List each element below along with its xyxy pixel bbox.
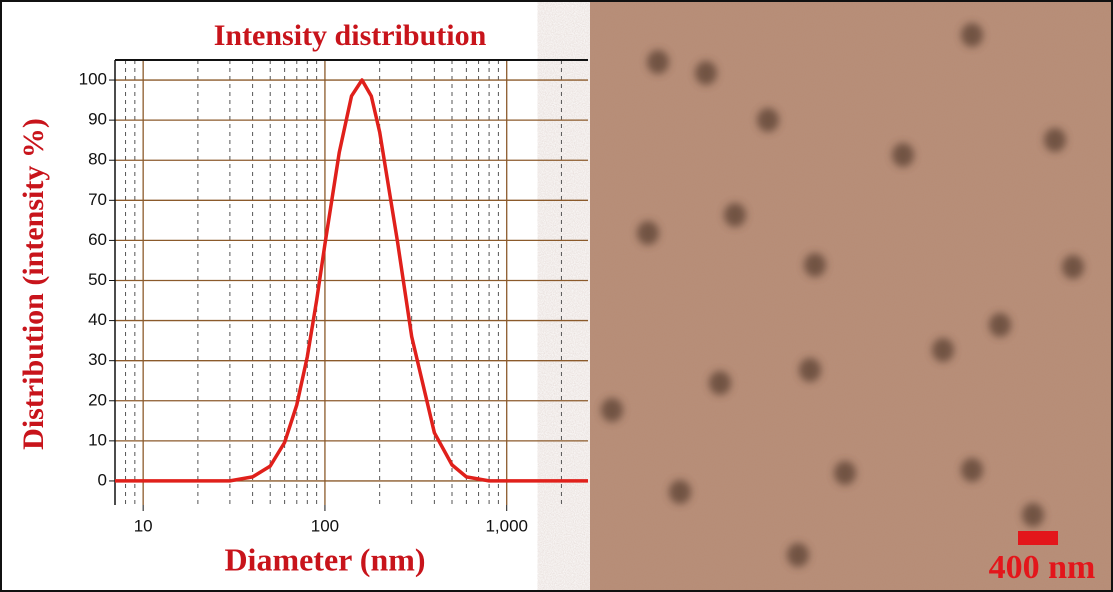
chart-title: Intensity distribution xyxy=(214,19,487,52)
particle xyxy=(787,543,809,567)
y-tick-label: 60 xyxy=(88,230,107,249)
micrograph xyxy=(590,0,1113,592)
x-axis-label: Diameter (nm) xyxy=(224,541,425,577)
y-axis-label: Distribution (intensity %) xyxy=(17,118,50,450)
y-tick-label: 40 xyxy=(88,310,107,329)
particle xyxy=(799,358,821,382)
y-tick-label: 10 xyxy=(88,430,107,449)
particle xyxy=(989,313,1011,337)
y-tick-label: 80 xyxy=(88,150,107,169)
particle xyxy=(695,61,717,85)
particle xyxy=(834,461,856,485)
y-tick-label: 20 xyxy=(88,390,107,409)
particle xyxy=(961,23,983,47)
particle xyxy=(932,338,954,362)
scale-bar xyxy=(1018,531,1058,545)
particle xyxy=(724,203,746,227)
particle xyxy=(709,371,731,395)
particle xyxy=(804,253,826,277)
x-tick-label: 100 xyxy=(311,516,339,535)
x-tick-label: 1,000 xyxy=(485,516,528,535)
particle xyxy=(961,458,983,482)
chart: 0 10 20 30 40 50 60 70 80 90 100 10 100 1,000 xyxy=(79,59,588,535)
particle xyxy=(601,398,623,422)
particle xyxy=(1062,255,1084,279)
particle xyxy=(669,480,691,504)
particle xyxy=(647,50,669,74)
y-tick-label: 50 xyxy=(88,270,107,289)
y-tick-label: 70 xyxy=(88,190,107,209)
particle xyxy=(1044,128,1066,152)
particle xyxy=(1022,503,1044,527)
y-tick-label: 30 xyxy=(88,350,107,369)
particle xyxy=(757,108,779,132)
y-tick-label: 100 xyxy=(79,70,107,89)
scale-bar-label: 400 nm xyxy=(989,549,1096,586)
y-tick-label: 0 xyxy=(98,470,107,489)
distribution-line xyxy=(115,78,588,483)
x-tick-label: 10 xyxy=(134,516,153,535)
y-tick-label: 90 xyxy=(88,110,107,129)
particle xyxy=(892,143,914,167)
particle xyxy=(637,221,659,245)
